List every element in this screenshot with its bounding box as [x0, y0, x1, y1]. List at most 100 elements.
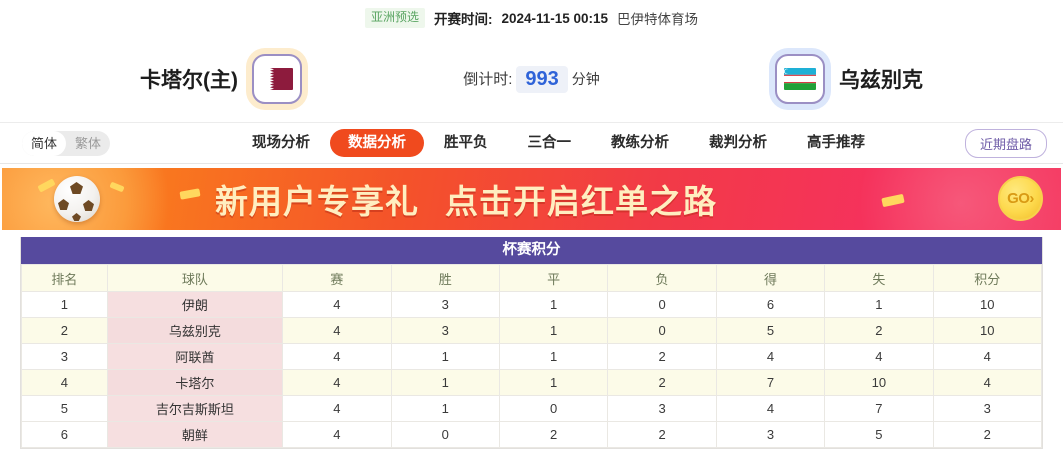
cell-draw: 1: [498, 317, 609, 344]
promo-go-button[interactable]: GO›: [998, 176, 1043, 221]
standings-title: 杯赛积分: [21, 237, 1042, 264]
lang-option-simplified[interactable]: 简体: [22, 130, 67, 156]
col-header-draw: 平: [498, 264, 609, 292]
cell-ga: 1: [824, 291, 934, 318]
cell-points: 4: [932, 369, 1043, 396]
tab-referee-analysis[interactable]: 裁判分析: [709, 135, 767, 151]
cell-loss: 0: [607, 317, 717, 344]
cell-ga: 2: [824, 317, 934, 344]
table-row[interactable]: 4 卡塔尔 4 1 1 2 7 10 4: [21, 369, 1043, 396]
cell-team[interactable]: 乌兹别克: [106, 317, 284, 344]
language-toggle[interactable]: 简体 繁体: [22, 130, 111, 156]
promo-text-right: 点击开启红单之路: [445, 183, 717, 220]
cell-team[interactable]: 卡塔尔: [106, 369, 284, 396]
cell-gf: 4: [715, 395, 826, 422]
col-header-loss: 负: [607, 264, 717, 292]
teams-row: 倒计时: 993 分钟 卡塔尔(主) 乌兹别克: [0, 36, 1063, 122]
cell-points: 2: [932, 421, 1043, 448]
tab-live-analysis[interactable]: 现场分析: [252, 135, 310, 151]
cell-played: 4: [282, 395, 392, 422]
countdown: 倒计时: 993 分钟: [0, 65, 1063, 93]
cell-ga: 7: [824, 395, 934, 422]
cell-team[interactable]: 朝鲜: [106, 421, 284, 448]
countdown-unit: 分钟: [571, 70, 600, 87]
cell-draw: 1: [498, 369, 609, 396]
cell-played: 4: [282, 343, 392, 370]
cell-played: 4: [282, 291, 392, 318]
lang-option-traditional[interactable]: 繁体: [75, 135, 102, 151]
cell-rank: 1: [21, 291, 108, 318]
cell-gf: 6: [715, 291, 826, 318]
cell-rank: 5: [21, 395, 108, 422]
cell-points: 4: [932, 343, 1043, 370]
col-header-goals-against: 失: [824, 264, 934, 292]
spark-decoration-icon: [881, 193, 905, 208]
standings-header-row: 排名 球队 赛 胜 平 负 得 失 积分: [21, 264, 1043, 292]
cell-gf: 3: [715, 421, 826, 448]
promo-text-left: 新用户专享礼: [215, 183, 419, 220]
league-badge: 亚洲预选: [364, 8, 425, 28]
col-header-win: 胜: [390, 264, 500, 292]
cell-team[interactable]: 吉尔吉斯斯坦: [106, 395, 284, 422]
table-row[interactable]: 6 朝鲜 4 0 2 2 3 5 2: [21, 421, 1043, 448]
away-team[interactable]: 乌兹别克: [775, 54, 923, 104]
navigation-bar: 简体 繁体 现场分析 数据分析 胜平负 三合一 教练分析 裁判分析 高手推荐 近…: [0, 122, 1063, 164]
cell-win: 1: [390, 343, 500, 370]
table-row[interactable]: 3 阿联酋 4 1 1 2 4 4 4: [21, 343, 1043, 370]
away-team-flag-box: [775, 54, 825, 104]
cell-gf: 7: [715, 369, 826, 396]
cell-team[interactable]: 伊朗: [106, 291, 284, 318]
cell-ga: 10: [824, 369, 934, 396]
standings-table: 排名 球队 赛 胜 平 负 得 失 积分 1 伊朗 4 3 1 0 6 1 10: [21, 264, 1043, 448]
match-info-strip: 亚洲预选 开赛时间: 2024-11-15 00:15 巴伊特体育场: [0, 0, 1063, 36]
kickoff-label: 开赛时间:: [433, 12, 493, 27]
away-team-name: 乌兹别克: [839, 69, 923, 92]
spark-decoration-icon: [179, 188, 201, 200]
cell-points: 10: [932, 291, 1043, 318]
countdown-value: 993: [516, 65, 568, 93]
cell-draw: 1: [498, 343, 609, 370]
cell-rank: 3: [21, 343, 108, 370]
cell-points: 3: [932, 395, 1043, 422]
venue-name: 巴伊特体育场: [617, 12, 699, 27]
qatar-flag-icon: [261, 68, 293, 90]
cell-loss: 2: [607, 369, 717, 396]
tab-three-in-one[interactable]: 三合一: [527, 135, 572, 151]
cell-loss: 0: [607, 291, 717, 318]
table-row[interactable]: 5 吉尔吉斯斯坦 4 1 0 3 4 7 3: [21, 395, 1043, 422]
cell-ga: 5: [824, 421, 934, 448]
cell-ga: 4: [824, 343, 934, 370]
uzbekistan-flag-icon: [784, 68, 816, 90]
countdown-label: 倒计时:: [463, 70, 513, 88]
cell-win: 3: [390, 291, 500, 318]
table-row[interactable]: 2 乌兹别克 4 3 1 0 5 2 10: [21, 317, 1043, 344]
tab-expert-picks[interactable]: 高手推荐: [807, 135, 865, 151]
promo-banner-text: 新用户专享礼 点击开启红单之路: [215, 168, 717, 230]
tab-win-draw-loss[interactable]: 胜平负: [444, 135, 488, 151]
cell-loss: 3: [607, 395, 717, 422]
standings-header: 排名 球队 赛 胜 平 负 得 失 积分: [21, 264, 1043, 292]
tab-data-analysis[interactable]: 数据分析: [330, 129, 424, 157]
cell-gf: 4: [715, 343, 826, 370]
col-header-team: 球队: [106, 264, 284, 292]
cell-draw: 0: [498, 395, 609, 422]
soccer-ball-icon: [54, 176, 100, 222]
cell-gf: 5: [715, 317, 826, 344]
cell-played: 4: [282, 421, 392, 448]
standings-body: 1 伊朗 4 3 1 0 6 1 10 2 乌兹别克 4 3 1 0 5 2 1…: [21, 291, 1043, 448]
kickoff-time: 2024-11-15 00:15: [501, 10, 609, 26]
col-header-rank: 排名: [21, 264, 108, 292]
recent-odds-button[interactable]: 近期盘路: [964, 128, 1047, 158]
cell-rank: 2: [21, 317, 108, 344]
table-row[interactable]: 1 伊朗 4 3 1 0 6 1 10: [21, 291, 1043, 318]
col-header-points: 积分: [932, 264, 1043, 292]
cell-team[interactable]: 阿联酋: [106, 343, 284, 370]
col-header-played: 赛: [282, 264, 392, 292]
standings-table-container: 杯赛积分 排名 球队 赛 胜 平 负 得 失 积分 1 伊朗 4 3 1 0: [20, 237, 1043, 449]
tab-coach-analysis[interactable]: 教练分析: [611, 135, 669, 151]
home-team[interactable]: 卡塔尔(主): [140, 54, 302, 104]
cell-points: 10: [932, 317, 1043, 344]
cell-played: 4: [282, 317, 392, 344]
cell-rank: 4: [21, 369, 108, 396]
promo-banner[interactable]: 新用户专享礼 点击开启红单之路 GO›: [2, 168, 1061, 230]
